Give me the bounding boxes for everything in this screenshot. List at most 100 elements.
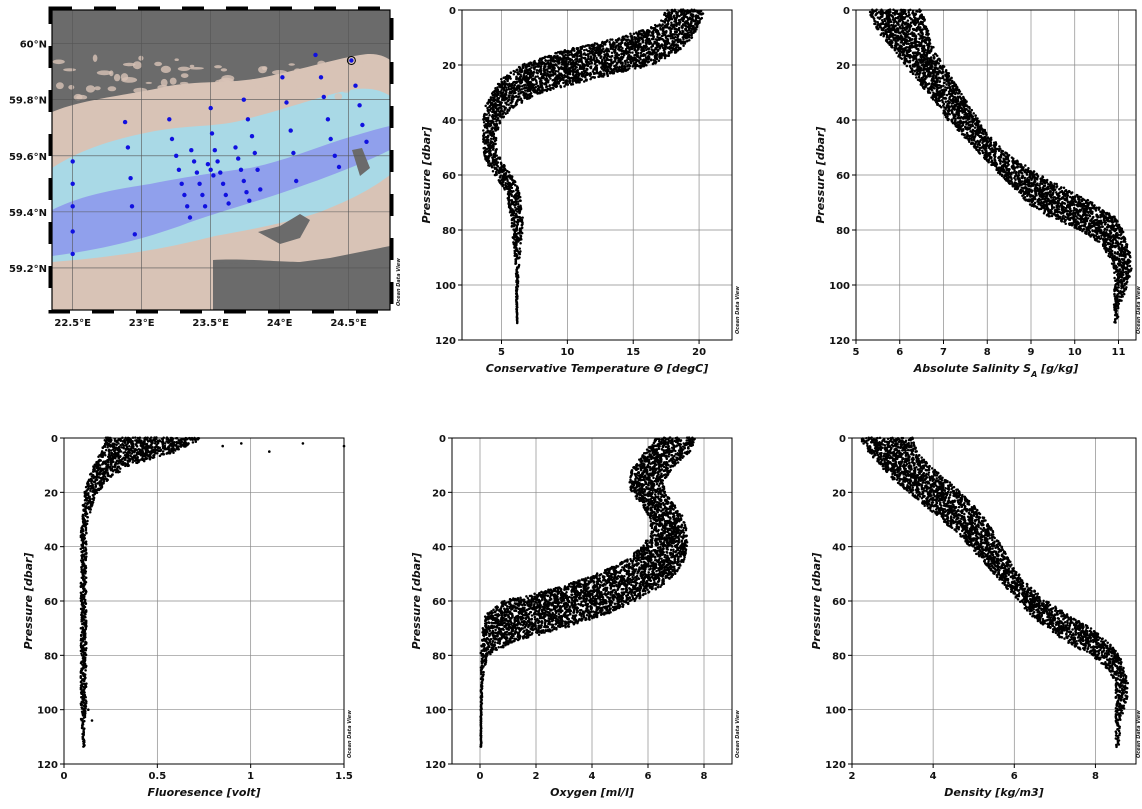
data-point — [575, 54, 579, 57]
data-point — [580, 78, 583, 82]
data-point — [643, 46, 647, 49]
data-point — [510, 218, 514, 222]
station-marker — [122, 119, 128, 125]
data-point — [586, 44, 590, 47]
data-point — [681, 32, 684, 36]
y-tick-label: 120 — [435, 336, 456, 347]
data-point — [564, 71, 567, 75]
data-point — [533, 91, 537, 94]
data-point — [519, 241, 522, 245]
data-point — [518, 98, 521, 102]
data-point — [656, 33, 660, 37]
data-point — [953, 108, 956, 111]
data-point — [874, 22, 877, 26]
map-panel: 22.5°E 23°E 23.5°E 24°E 24.5°E60°N59.8°N59.6… — [9, 6, 402, 329]
data-point — [507, 96, 511, 99]
data-point — [666, 20, 670, 23]
station-marker — [128, 176, 133, 181]
x-axis-label-main: Conservative Temperature Θ [degC] — [486, 362, 709, 375]
island — [123, 62, 136, 67]
data-point — [631, 51, 634, 54]
data-point — [893, 13, 897, 16]
data-point — [488, 109, 492, 112]
island — [258, 66, 267, 74]
station-marker — [241, 97, 246, 102]
station-marker — [328, 136, 333, 142]
data-point — [521, 216, 524, 219]
data-point — [557, 82, 561, 85]
data-point — [934, 64, 937, 67]
data-point — [589, 77, 592, 81]
data-point — [666, 34, 670, 38]
data-point — [559, 85, 563, 89]
data-point — [503, 188, 506, 191]
data-point — [512, 69, 515, 73]
data-point — [907, 11, 910, 14]
data-point — [647, 47, 650, 51]
island — [107, 86, 117, 92]
island — [341, 87, 351, 93]
data-point — [615, 40, 618, 44]
island — [145, 81, 153, 84]
station-marker — [364, 139, 369, 144]
data-point — [571, 80, 574, 84]
data-point — [584, 76, 587, 79]
data-point — [676, 40, 680, 44]
data-point — [685, 36, 689, 40]
data-point — [531, 78, 535, 82]
island — [237, 94, 254, 99]
data-point — [578, 81, 581, 84]
data-point — [513, 83, 517, 87]
data-point — [486, 102, 490, 105]
map-lat-tick: 59.8°N — [9, 96, 47, 107]
data-point — [956, 128, 959, 132]
island — [258, 214, 310, 244]
data-point — [631, 65, 634, 68]
station-marker — [70, 159, 75, 164]
data-point — [923, 65, 927, 68]
data-point — [896, 17, 899, 20]
data-point — [950, 102, 954, 105]
island — [177, 66, 190, 72]
data-point — [517, 92, 520, 96]
data-point — [653, 51, 657, 55]
station-marker — [357, 103, 362, 108]
data-point — [946, 118, 949, 122]
station-marker — [212, 148, 217, 153]
data-point — [930, 79, 934, 83]
data-point — [501, 112, 505, 116]
data-point — [909, 32, 912, 36]
island — [214, 65, 222, 69]
island — [272, 82, 279, 90]
island — [160, 65, 171, 73]
data-point — [667, 52, 671, 55]
station-marker — [236, 156, 241, 161]
island — [157, 84, 169, 91]
data-point — [552, 87, 555, 90]
data-point — [549, 88, 552, 92]
data-point — [514, 262, 517, 266]
island — [92, 54, 98, 62]
data-point — [938, 59, 942, 63]
data-point — [694, 22, 697, 26]
data-point — [520, 223, 524, 227]
station-marker — [209, 131, 215, 136]
data-point — [963, 133, 967, 137]
data-point — [516, 68, 519, 71]
station-marker — [169, 136, 175, 142]
data-point — [607, 49, 611, 53]
map-bathymetry — [52, 10, 390, 310]
station-marker — [318, 75, 324, 80]
data-point — [696, 23, 699, 26]
data-point — [966, 128, 969, 131]
station-marker — [288, 128, 293, 133]
data-point — [594, 72, 597, 75]
data-point — [962, 117, 965, 120]
island — [316, 89, 330, 96]
data-point — [963, 113, 966, 116]
data-point — [893, 48, 897, 52]
map-lat-tick: 59.4°N — [9, 208, 47, 219]
data-point — [645, 42, 648, 45]
data-points — [482, 8, 705, 325]
data-point — [567, 60, 570, 64]
